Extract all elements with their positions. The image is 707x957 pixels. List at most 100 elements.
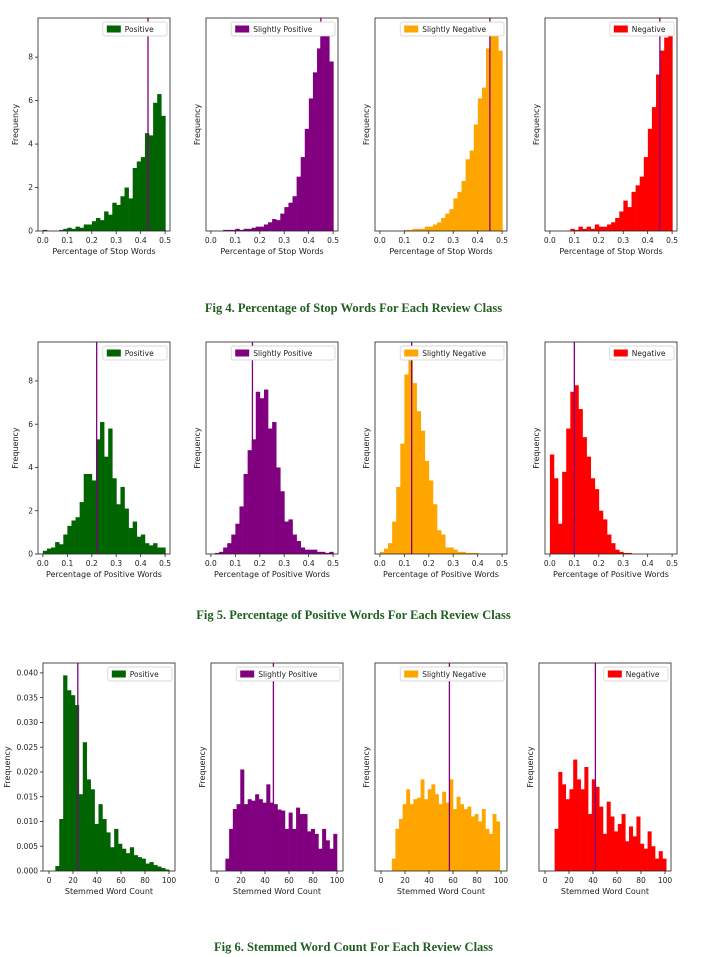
histogram-bar xyxy=(408,229,413,231)
x-tick-label: 0.1 xyxy=(568,236,580,245)
histogram-bar xyxy=(128,198,133,231)
histogram-bar xyxy=(329,551,334,554)
histogram-bar xyxy=(578,226,583,231)
histogram-bar xyxy=(288,519,293,554)
histogram-bar xyxy=(449,779,454,871)
x-axis-label: Percentage of Stop Words xyxy=(52,247,155,256)
histogram-bar xyxy=(569,789,574,871)
histogram-bar xyxy=(270,802,275,871)
histogram-bar xyxy=(247,228,253,231)
histogram-bar xyxy=(570,228,575,231)
legend-swatch xyxy=(613,349,628,357)
histogram-bar xyxy=(625,841,630,871)
histogram-bar xyxy=(74,705,80,871)
histogram-bar xyxy=(329,61,334,231)
histogram-bar xyxy=(383,548,389,554)
x-tick-label: 0 xyxy=(379,876,384,885)
histogram-bar xyxy=(647,831,652,871)
histogram-bar xyxy=(562,471,567,554)
legend-swatch xyxy=(404,349,419,357)
histogram-bar xyxy=(481,809,486,871)
x-tick-label: 0.4 xyxy=(472,559,484,568)
histogram-bar xyxy=(325,35,330,231)
histogram-bar xyxy=(573,759,578,871)
histogram-bar xyxy=(496,821,501,871)
y-axis-label: Frequency xyxy=(532,104,541,146)
x-tick-label: 0.4 xyxy=(472,236,484,245)
histogram-bar xyxy=(46,548,52,554)
histogram-bar xyxy=(259,226,265,231)
histogram-bar xyxy=(300,547,306,554)
histogram-bar xyxy=(635,185,640,231)
histogram-bar xyxy=(445,547,450,554)
histogram-bar xyxy=(133,855,139,871)
histogram-bar xyxy=(606,801,611,871)
histogram-bar xyxy=(580,789,585,871)
histogram-bar xyxy=(79,502,85,554)
histogram-bar xyxy=(95,217,101,231)
histogram-bar xyxy=(244,804,249,871)
histogram-bar xyxy=(140,157,146,231)
histogram-bar xyxy=(473,124,479,231)
histogram-bar xyxy=(312,549,318,554)
histogram-bar xyxy=(457,191,462,231)
x-tick-label: 40 xyxy=(92,876,102,885)
histogram-bar xyxy=(664,37,669,232)
x-tick-label: 0.5 xyxy=(159,559,171,568)
histogram-bar xyxy=(67,690,72,871)
x-tick-label: 0.3 xyxy=(447,559,459,568)
x-tick-label: 0.1 xyxy=(61,236,73,245)
histogram-bar xyxy=(235,228,240,231)
x-tick-label: 0 xyxy=(47,876,52,885)
histogram-bar xyxy=(304,549,310,554)
histogram-bar xyxy=(112,202,117,231)
histogram-bar xyxy=(273,804,278,871)
x-tick-label: 60 xyxy=(448,876,458,885)
x-axis-label: Percentage of Positive Words xyxy=(46,570,162,579)
histogram-bar xyxy=(161,868,166,871)
histogram-bar xyxy=(602,833,607,871)
histogram-bar xyxy=(463,809,468,871)
x-tick-label: 0.1 xyxy=(568,559,580,568)
histogram-bar xyxy=(263,389,269,554)
histogram-bar xyxy=(153,102,158,232)
histogram-bar xyxy=(413,799,418,871)
histogram-bar xyxy=(651,846,656,871)
x-axis-label: Stemmed Word Count xyxy=(397,887,485,896)
histogram-bar xyxy=(235,523,240,554)
chart-fig-5-slightly-positive: 0.0 0.1 0.2 0.3 0.4 0.5 Percentage of Positive… xyxy=(193,341,339,579)
histogram-bar xyxy=(610,816,615,871)
x-tick-label: 40 xyxy=(260,876,270,885)
histogram-bar xyxy=(145,863,150,871)
histogram-bar xyxy=(120,196,125,231)
histogram-bar xyxy=(621,814,626,871)
legend-swatch xyxy=(106,349,121,357)
histogram-bar xyxy=(149,545,154,554)
histogram-bar xyxy=(437,222,442,231)
plot-frame xyxy=(374,341,508,555)
x-tick-label: 0.5 xyxy=(496,236,508,245)
histogram-bar xyxy=(227,543,232,554)
histogram-bar xyxy=(219,551,224,554)
histogram-bar xyxy=(280,491,285,554)
x-tick-label: 20 xyxy=(564,876,574,885)
histogram-bar xyxy=(161,547,166,554)
histogram-bar xyxy=(75,226,80,231)
histogram-bar xyxy=(144,543,150,554)
x-axis-label: Percentage of Stop Words xyxy=(220,247,323,256)
plot-frame xyxy=(37,341,171,555)
histogram-bar xyxy=(412,228,417,231)
histogram-bar xyxy=(588,814,593,871)
histogram-bar xyxy=(223,547,228,554)
x-tick-label: 0.2 xyxy=(86,236,98,245)
histogram-bar xyxy=(292,828,297,871)
histogram-bar xyxy=(258,799,263,871)
x-tick-label: 0.0 xyxy=(205,559,217,568)
histogram-bar xyxy=(456,796,461,871)
histogram-bar xyxy=(63,534,68,554)
histogram-bar xyxy=(636,816,641,871)
histogram-bar xyxy=(280,213,285,231)
histogram-bar xyxy=(431,784,436,871)
histogram-bar xyxy=(473,552,479,554)
y-axis-label: Frequency xyxy=(526,746,535,788)
